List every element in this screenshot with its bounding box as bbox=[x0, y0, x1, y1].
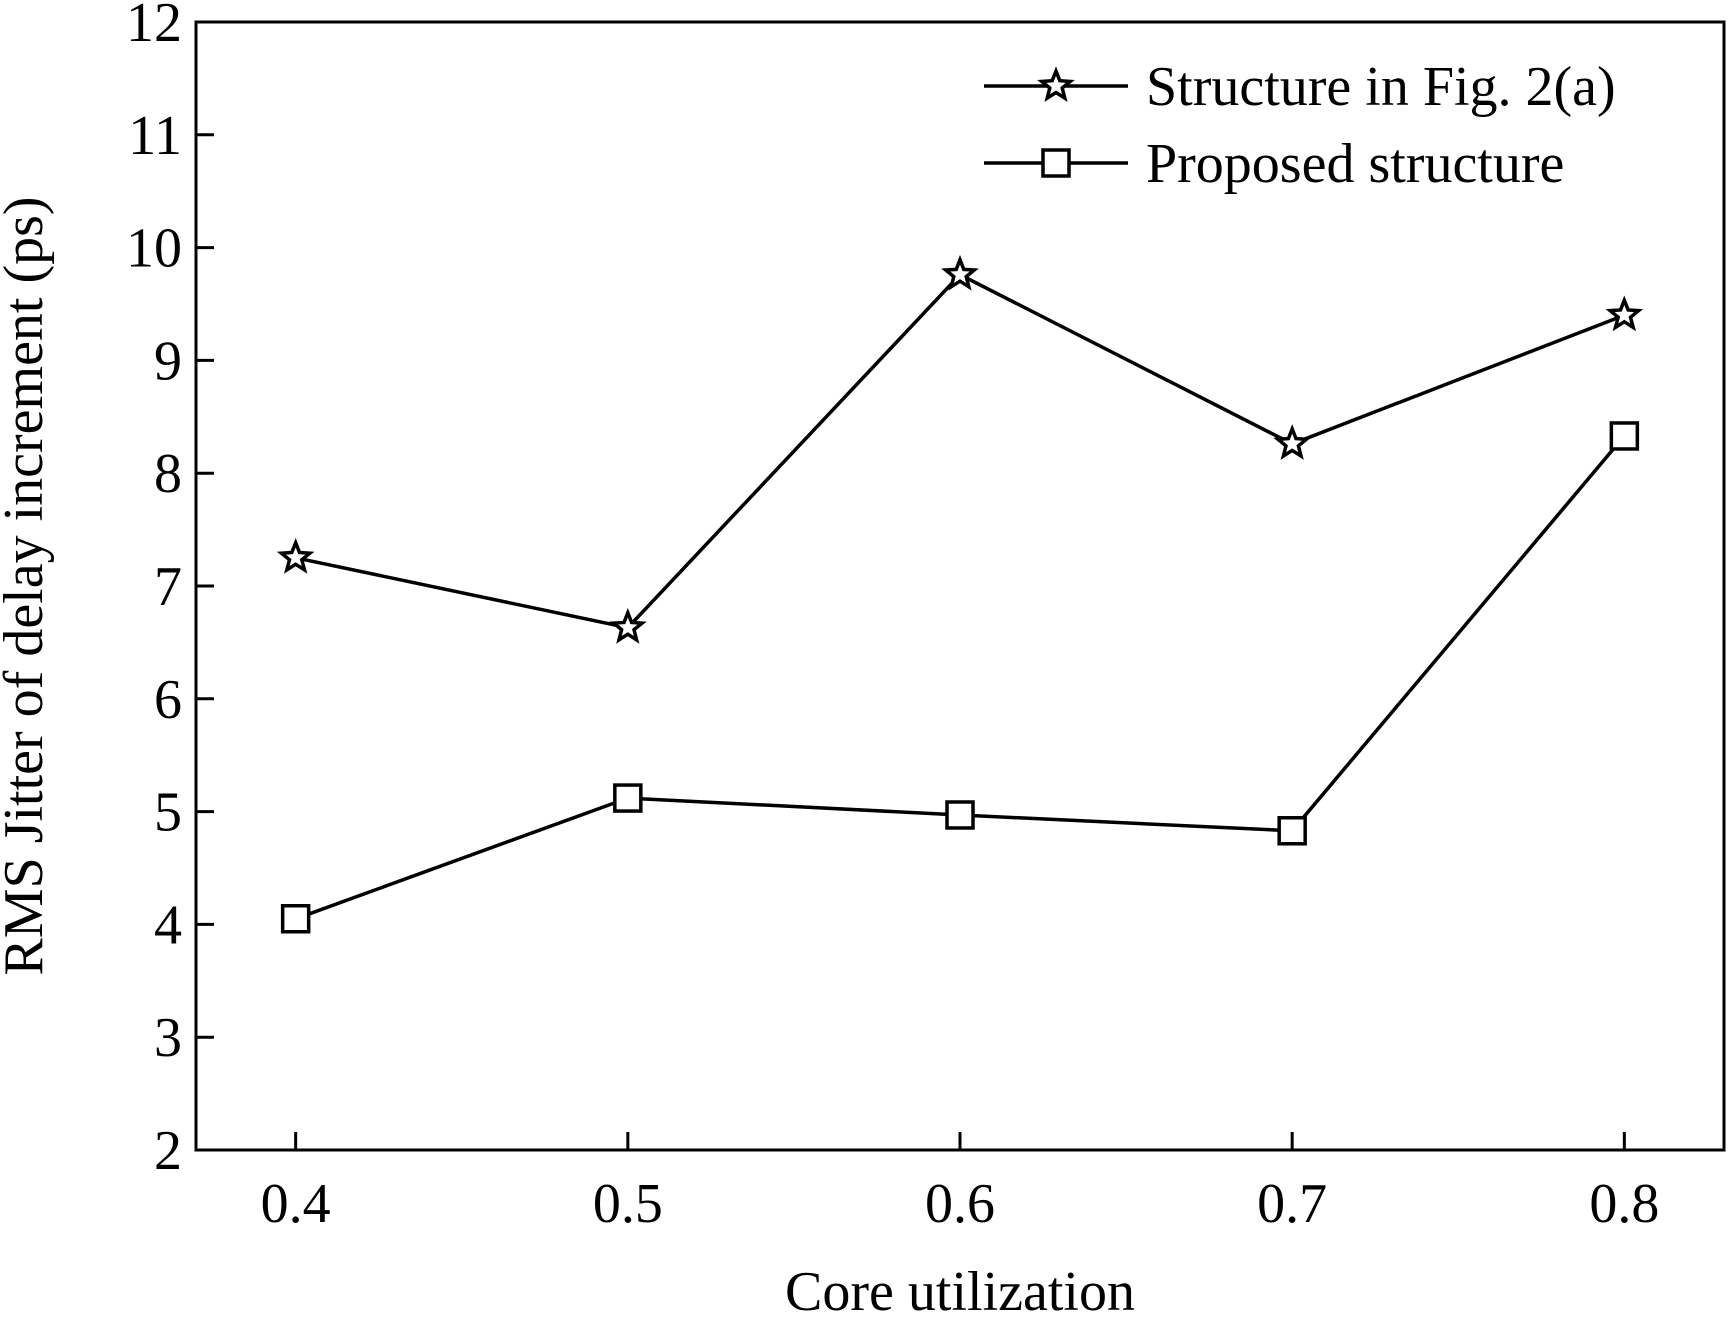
x-tick-label: 0.5 bbox=[593, 1173, 663, 1235]
x-axis-label: Core utilization bbox=[785, 1261, 1135, 1323]
legend-entry: Structure in Fig. 2(a) bbox=[984, 56, 1616, 118]
data-point bbox=[1273, 424, 1311, 460]
data-point bbox=[1609, 421, 1640, 451]
y-tick-label: 9 bbox=[154, 330, 182, 392]
data-point bbox=[280, 904, 311, 934]
legend-label: Proposed structure bbox=[1146, 133, 1564, 195]
y-tick-label: 12 bbox=[126, 0, 182, 54]
y-tick-label: 2 bbox=[154, 1120, 182, 1182]
x-axis: 0.4 0.5 0.6 0.7 0.8 bbox=[261, 1132, 1659, 1235]
legend-entry: Proposed structure bbox=[984, 133, 1564, 195]
series-layer bbox=[276, 254, 1644, 934]
y-tick-label: 5 bbox=[154, 782, 182, 844]
y-axis: 2 3 4 5 6 7 8 9 10 11 12 bbox=[126, 0, 214, 1182]
legend: Structure in Fig. 2(a) Proposed structure bbox=[984, 56, 1616, 195]
data-point bbox=[276, 538, 315, 574]
series-1 bbox=[276, 254, 1644, 644]
y-axis-label: RMS Jitter of delay increment (ps) bbox=[0, 196, 55, 975]
y-tick-label: 4 bbox=[154, 894, 182, 956]
legend-marker bbox=[1041, 148, 1071, 178]
x-tick-label: 0.8 bbox=[1589, 1173, 1659, 1235]
data-point bbox=[613, 783, 643, 813]
x-tick-label: 0.4 bbox=[261, 1173, 331, 1235]
y-tick-label: 6 bbox=[154, 669, 182, 731]
data-point bbox=[941, 254, 979, 291]
y-tick-label: 8 bbox=[154, 443, 182, 505]
y-tick-label: 11 bbox=[128, 105, 182, 167]
y-tick-label: 7 bbox=[154, 556, 182, 618]
legend-label: Structure in Fig. 2(a) bbox=[1146, 56, 1616, 118]
y-tick-label: 3 bbox=[154, 1007, 182, 1069]
data-point bbox=[609, 607, 647, 644]
x-tick-label: 0.7 bbox=[1257, 1173, 1327, 1235]
y-tick-label: 10 bbox=[126, 218, 182, 280]
x-tick-label: 0.6 bbox=[925, 1173, 995, 1235]
series-2 bbox=[280, 421, 1640, 934]
legend-marker bbox=[1037, 66, 1075, 102]
data-point bbox=[1605, 295, 1644, 332]
data-point bbox=[945, 800, 975, 830]
data-point bbox=[1277, 816, 1307, 846]
